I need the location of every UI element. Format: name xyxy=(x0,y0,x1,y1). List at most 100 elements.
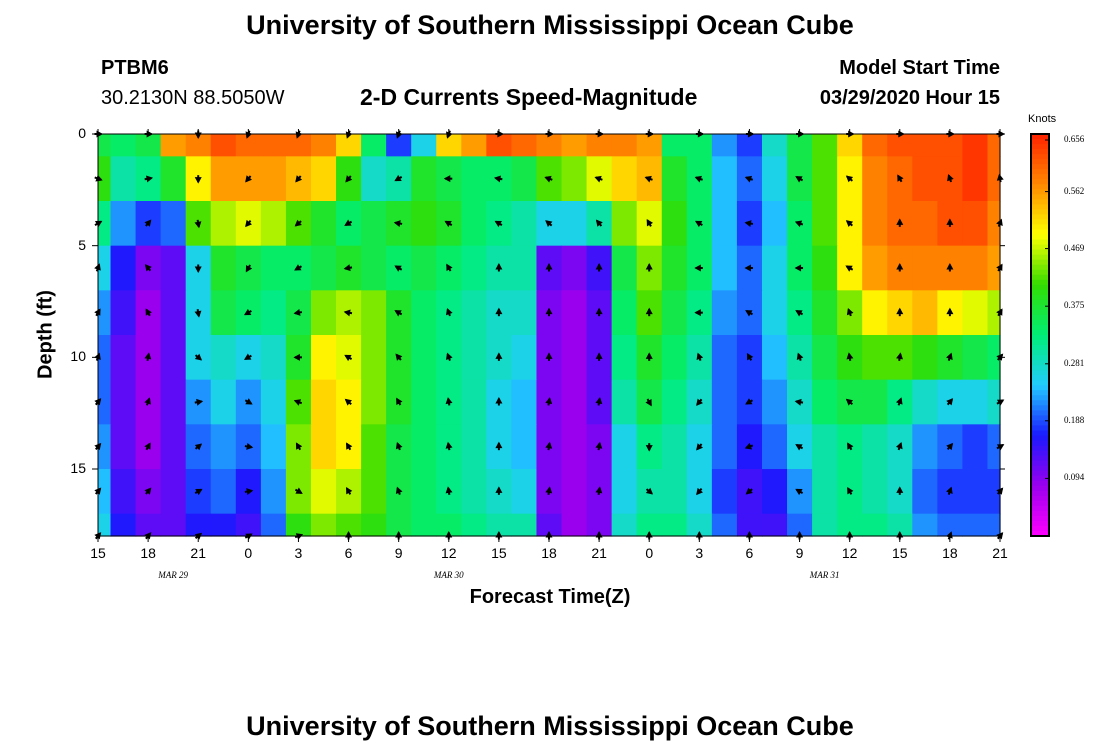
heatmap-cell xyxy=(962,379,989,425)
heatmap-cell xyxy=(862,156,888,202)
heatmap-cell xyxy=(711,245,738,291)
heatmap-cell xyxy=(210,156,237,202)
heatmap-cell xyxy=(160,245,187,291)
heatmap-cell xyxy=(98,379,112,425)
heatmap-cell xyxy=(386,134,412,157)
heatmap-cell xyxy=(361,156,387,202)
x-tick-label: 18 xyxy=(942,545,958,561)
current-arrow xyxy=(594,175,603,183)
heatmap-cell xyxy=(686,134,713,157)
colorbar-tick-label: 0.656 xyxy=(1064,134,1085,144)
current-arrow xyxy=(494,220,503,228)
current-arrow xyxy=(144,442,151,451)
current-arrow xyxy=(344,354,353,362)
current-arrow xyxy=(495,263,503,272)
heatmap-cell xyxy=(411,424,437,470)
colorbar-swatch xyxy=(1031,450,1049,457)
current-arrow xyxy=(645,487,654,495)
colorbar-swatch xyxy=(1031,435,1049,442)
current-arrow xyxy=(293,308,303,316)
x-tick-label: 12 xyxy=(440,545,457,561)
current-arrow xyxy=(394,265,403,272)
heatmap-cell xyxy=(235,513,262,537)
x-tick-label: 3 xyxy=(294,545,303,561)
current-arrow xyxy=(745,398,753,405)
heatmap-cell xyxy=(461,469,487,515)
current-arrow xyxy=(295,175,303,183)
current-arrow xyxy=(595,307,603,317)
heatmap-cell xyxy=(160,379,187,425)
heatmap-cell xyxy=(135,513,162,537)
current-arrow xyxy=(545,486,553,495)
heatmap-cell xyxy=(937,513,964,537)
current-arrow xyxy=(746,353,754,361)
current-arrow xyxy=(144,219,152,227)
colorbar-tick-label: 0.281 xyxy=(1064,357,1085,368)
current-arrow xyxy=(144,264,152,272)
current-arrow xyxy=(846,352,854,361)
current-arrow xyxy=(293,353,302,361)
current-arrow xyxy=(694,264,703,272)
heatmap-cell xyxy=(761,424,788,470)
heatmap-cell xyxy=(636,513,663,537)
current-arrow xyxy=(244,308,252,316)
heatmap-cell xyxy=(686,513,713,537)
heatmap-cell xyxy=(586,513,613,537)
heatmap-cell xyxy=(160,201,187,247)
heatmap-cell xyxy=(336,134,362,157)
heatmap-cell xyxy=(486,513,513,537)
colorbar-swatch xyxy=(1031,515,1049,522)
current-arrow xyxy=(493,175,503,183)
heatmap-cell xyxy=(661,156,688,202)
current-arrow xyxy=(846,307,854,317)
heatmap-cell xyxy=(160,335,187,381)
heatmap-cell xyxy=(361,335,387,381)
colorbar-tick-label: 0.562 xyxy=(1064,185,1085,196)
current-arrow xyxy=(344,398,352,406)
current-arrow xyxy=(595,219,603,227)
station-coordinates: 30.2130N 88.5050W xyxy=(101,87,285,109)
current-arrow xyxy=(194,488,203,496)
current-arrow xyxy=(845,265,854,272)
heatmap-cell xyxy=(260,335,287,381)
current-arrow xyxy=(745,487,753,495)
colorbar-frame xyxy=(1030,133,1050,537)
current-arrow xyxy=(946,398,954,406)
heatmap-cell xyxy=(210,335,237,381)
colorbar-swatch xyxy=(1031,304,1049,311)
current-arrow xyxy=(896,352,903,361)
current-arrow xyxy=(595,441,603,451)
colorbar-swatch xyxy=(1031,239,1049,246)
colorbar-swatch xyxy=(1031,385,1049,391)
model-start-time: 03/29/2020 Hour 15 xyxy=(819,87,1000,109)
heatmap-cell xyxy=(110,156,137,202)
heatmap-cell xyxy=(812,379,838,425)
heatmap-cell xyxy=(611,513,638,537)
heatmap-cell xyxy=(887,134,913,157)
heatmap-cell xyxy=(361,245,387,291)
current-arrow xyxy=(294,219,302,227)
x-tick-label: 21 xyxy=(591,545,607,561)
heatmap-cell xyxy=(98,335,112,381)
colorbar-swatch xyxy=(1031,139,1049,145)
heatmap-cell xyxy=(812,335,838,381)
heatmap-cell xyxy=(411,335,437,381)
heatmap-cell xyxy=(787,513,813,537)
colorbar-swatch xyxy=(1031,144,1049,150)
colorbar-swatch xyxy=(1031,224,1049,231)
heatmap-cell xyxy=(962,156,989,202)
colorbar-swatch xyxy=(1031,365,1049,371)
heatmap-cell xyxy=(912,335,938,381)
heatmap-cell xyxy=(310,201,337,247)
heatmap-cell xyxy=(812,513,838,537)
heatmap-cell xyxy=(987,335,1001,381)
heatmap-cell xyxy=(436,134,462,157)
x-tick-label: 9 xyxy=(394,545,403,561)
colorbar-swatch xyxy=(1031,299,1049,306)
colorbar-swatch xyxy=(1031,249,1049,256)
heatmap-cell xyxy=(461,513,487,537)
heatmap-cell xyxy=(310,134,337,157)
heatmap-cell xyxy=(160,469,187,515)
y-axis-title: Depth (ft) xyxy=(34,290,57,379)
colorbar-swatch xyxy=(1031,475,1049,482)
